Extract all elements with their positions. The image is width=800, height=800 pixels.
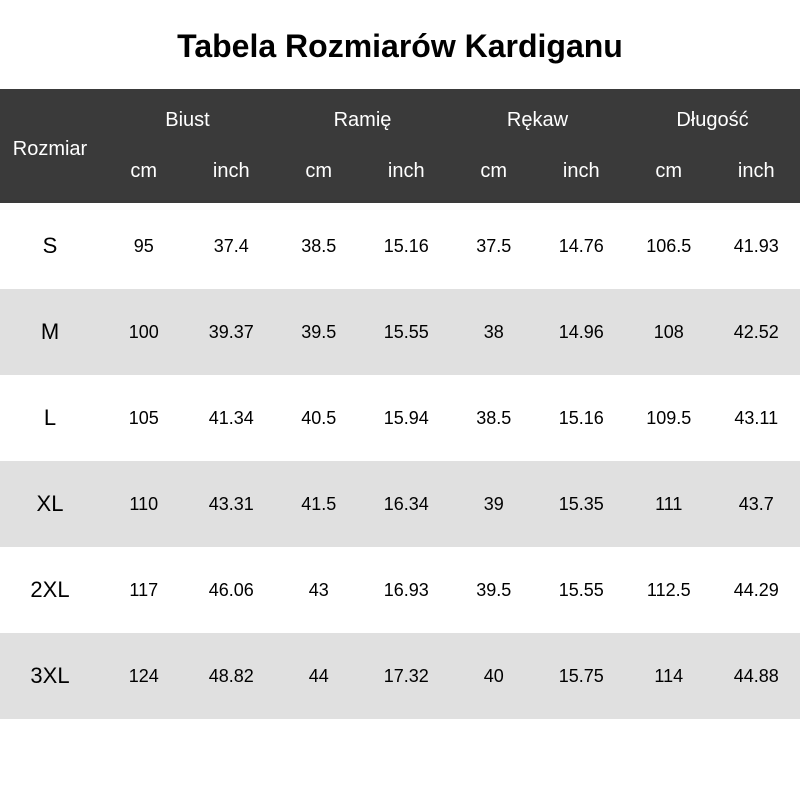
value-cell: 15.55 [363, 289, 451, 375]
value-cell: 15.75 [538, 633, 626, 719]
value-cell: 41.5 [275, 461, 363, 547]
value-cell: 38 [450, 289, 538, 375]
value-cell: 48.82 [188, 633, 276, 719]
value-cell: 109.5 [625, 375, 713, 461]
value-cell: 17.32 [363, 633, 451, 719]
value-cell: 39.5 [275, 289, 363, 375]
header-measure: Rękaw [450, 89, 625, 146]
value-cell: 15.55 [538, 547, 626, 633]
table-row: S9537.438.515.1637.514.76106.541.93 [0, 203, 800, 289]
value-cell: 38.5 [275, 203, 363, 289]
header-unit-cm: cm [450, 146, 538, 203]
value-cell: 112.5 [625, 547, 713, 633]
value-cell: 44.88 [713, 633, 800, 719]
value-cell: 117 [100, 547, 188, 633]
value-cell: 95 [100, 203, 188, 289]
value-cell: 44 [275, 633, 363, 719]
size-cell: XL [0, 461, 100, 547]
value-cell: 39.5 [450, 547, 538, 633]
value-cell: 15.16 [538, 375, 626, 461]
value-cell: 16.93 [363, 547, 451, 633]
table-row: M10039.3739.515.553814.9610842.52 [0, 289, 800, 375]
value-cell: 40 [450, 633, 538, 719]
value-cell: 111 [625, 461, 713, 547]
table-row: XL11043.3141.516.343915.3511143.7 [0, 461, 800, 547]
header-row-groups: Rozmiar Biust Ramię Rękaw Długość [0, 89, 800, 146]
value-cell: 14.96 [538, 289, 626, 375]
value-cell: 15.35 [538, 461, 626, 547]
header-row-units: cm inch cm inch cm inch cm inch [0, 146, 800, 203]
value-cell: 106.5 [625, 203, 713, 289]
value-cell: 100 [100, 289, 188, 375]
table-body: S9537.438.515.1637.514.76106.541.93M1003… [0, 203, 800, 719]
value-cell: 108 [625, 289, 713, 375]
header-measure: Długość [625, 89, 800, 146]
value-cell: 44.29 [713, 547, 800, 633]
table-row: 3XL12448.824417.324015.7511444.88 [0, 633, 800, 719]
value-cell: 14.76 [538, 203, 626, 289]
value-cell: 114 [625, 633, 713, 719]
value-cell: 15.94 [363, 375, 451, 461]
table-row: 2XL11746.064316.9339.515.55112.544.29 [0, 547, 800, 633]
value-cell: 42.52 [713, 289, 800, 375]
header-unit-cm: cm [625, 146, 713, 203]
header-measure: Biust [100, 89, 275, 146]
header-size: Rozmiar [0, 89, 100, 203]
size-cell: 2XL [0, 547, 100, 633]
header-unit-inch: inch [188, 146, 276, 203]
size-chart-table: Rozmiar Biust Ramię Rękaw Długość cm inc… [0, 89, 800, 719]
value-cell: 43.11 [713, 375, 800, 461]
value-cell: 43 [275, 547, 363, 633]
table-header: Rozmiar Biust Ramię Rękaw Długość cm inc… [0, 89, 800, 203]
header-measure: Ramię [275, 89, 450, 146]
value-cell: 15.16 [363, 203, 451, 289]
header-unit-inch: inch [363, 146, 451, 203]
value-cell: 41.93 [713, 203, 800, 289]
value-cell: 124 [100, 633, 188, 719]
page-title: Tabela Rozmiarów Kardiganu [0, 0, 800, 89]
value-cell: 40.5 [275, 375, 363, 461]
value-cell: 39 [450, 461, 538, 547]
header-unit-inch: inch [538, 146, 626, 203]
value-cell: 46.06 [188, 547, 276, 633]
value-cell: 43.7 [713, 461, 800, 547]
value-cell: 38.5 [450, 375, 538, 461]
value-cell: 39.37 [188, 289, 276, 375]
value-cell: 37.5 [450, 203, 538, 289]
header-unit-inch: inch [713, 146, 800, 203]
value-cell: 41.34 [188, 375, 276, 461]
header-unit-cm: cm [275, 146, 363, 203]
value-cell: 37.4 [188, 203, 276, 289]
value-cell: 16.34 [363, 461, 451, 547]
size-cell: L [0, 375, 100, 461]
value-cell: 110 [100, 461, 188, 547]
size-cell: S [0, 203, 100, 289]
size-cell: 3XL [0, 633, 100, 719]
table-row: L10541.3440.515.9438.515.16109.543.11 [0, 375, 800, 461]
value-cell: 105 [100, 375, 188, 461]
header-unit-cm: cm [100, 146, 188, 203]
size-cell: M [0, 289, 100, 375]
value-cell: 43.31 [188, 461, 276, 547]
